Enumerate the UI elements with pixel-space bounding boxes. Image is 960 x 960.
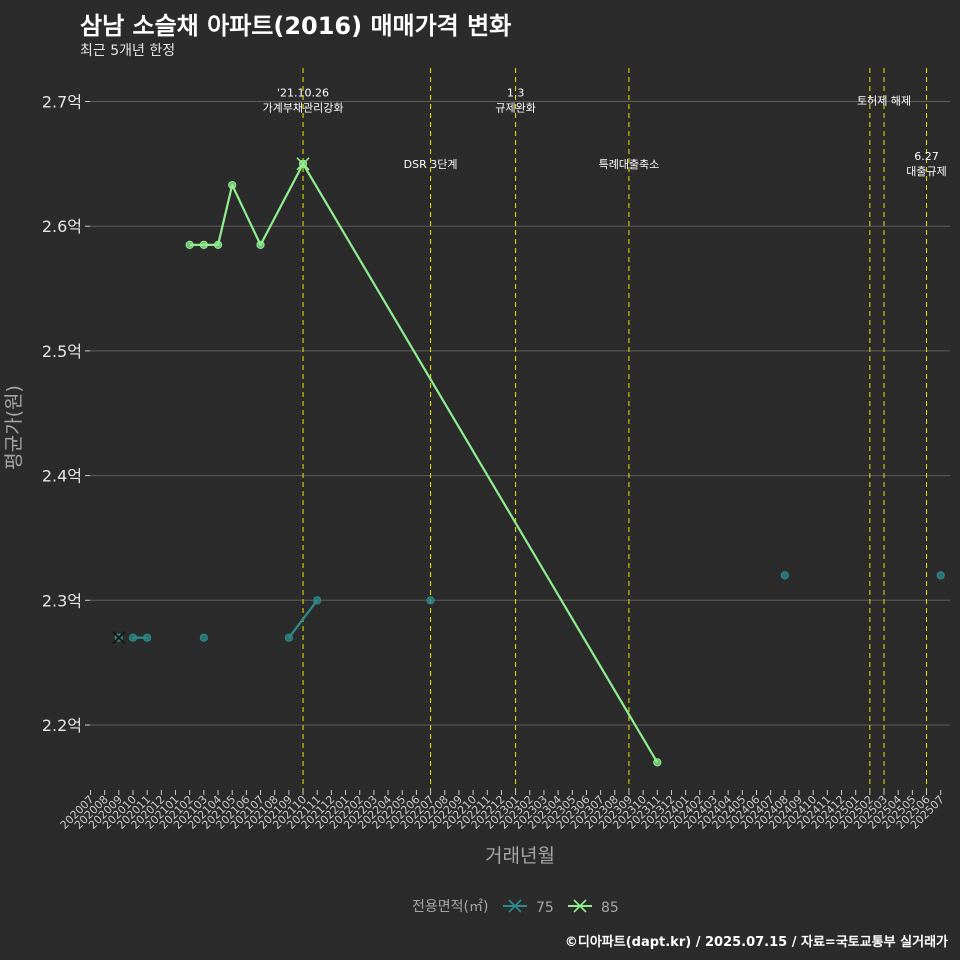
legend-title: 전용면적(㎡) [412,899,488,915]
series-85-line [189,162,659,763]
y-tick-label: 2.3억 [42,591,82,610]
legend-85-marker [573,899,587,913]
event-annotation: 1.3 [507,87,525,100]
y-axis-title: 평균가(원) [3,385,25,470]
x-axis-title: 거래년월 [485,845,555,867]
y-tick-label: 2.5억 [42,342,82,361]
series-75-point [936,571,945,580]
series-85-point [228,180,237,190]
y-tick-label: 2.2억 [42,716,82,735]
event-annotation: 6.27 [914,150,939,163]
event-annotation: 토허제 해제 [857,94,911,108]
series-75-point [313,596,322,605]
series-75-point [128,633,138,642]
series-75-point [284,633,293,642]
series-75-point [143,633,152,642]
series-85-point [256,240,265,250]
legend-75-marker [508,899,522,913]
series-85-point [213,240,223,250]
event-annotation: 대출규제 [906,165,946,178]
series-75-x-marker [112,631,126,645]
source-caption: ©디아파트(dapt.kr) / 2025.07.15 / 자료=국토교통부 실… [564,935,948,950]
event-annotation: DSR 3단계 [404,158,458,171]
event-annotation: 특례대출축소 [599,158,660,171]
chart-subtitle: 최근 5개년 한정 [80,43,176,59]
y-tick-label: 2.7억 [42,93,82,112]
series-75-point [426,596,435,605]
series-75-point [780,571,789,580]
series-85-point [199,240,208,250]
event-annotation: 규제완화 [495,102,535,115]
series-85-point [185,240,194,250]
series-85-x-marker [296,157,310,171]
legend-85-label: 85 [601,900,619,916]
event-annotation: 가계부채관리강화 [263,102,344,115]
legend-75-label: 75 [536,900,554,916]
series-85-point [653,758,662,767]
event-annotation: '21.10.26 [277,87,329,100]
y-tick-label: 2.4억 [42,467,82,486]
y-tick-label: 2.6억 [42,217,82,236]
series-75-line [288,599,319,639]
series-75-point [199,633,208,642]
chart-title: 삼남 소슬채 아파트(2016) 매매가격 변화 [80,12,512,40]
